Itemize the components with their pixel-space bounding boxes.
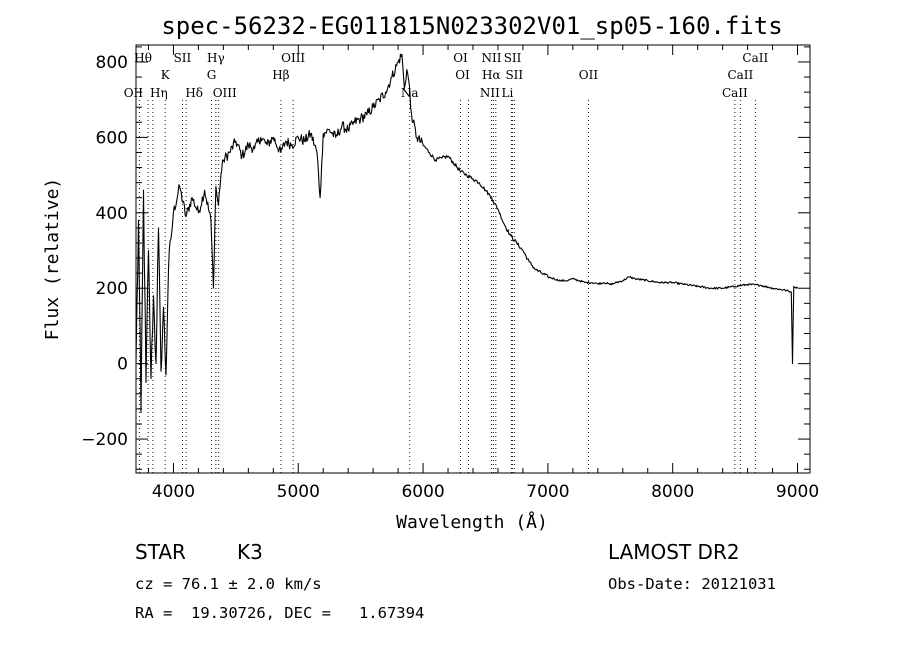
x-tick-label: 6000	[401, 482, 444, 502]
x-axis-label: Wavelength (Å)	[396, 511, 548, 533]
y-tick-label: 400	[96, 204, 128, 224]
plot-frame	[135, 44, 811, 474]
line-marker-label: NII	[480, 86, 500, 100]
survey-name: LAMOST DR2	[608, 540, 740, 564]
line-marker-label: SII	[174, 51, 192, 65]
line-marker-label: OIII	[281, 51, 305, 65]
redshift-velocity: cz = 76.1 ± 2.0 km/s	[135, 575, 322, 593]
axis-ticks: 4000 5000 6000 7000 8000 9000 −200 0 200 400 600 80…	[81, 45, 819, 502]
spectrum-line	[135, 53, 798, 414]
line-marker-label: Hα	[482, 68, 501, 82]
line-marker-label: CaII	[722, 86, 748, 100]
line-marker-label: OII	[124, 86, 144, 100]
object-class: STAR	[135, 540, 186, 564]
line-marker-label: SII	[505, 68, 523, 82]
x-tick-label: 4000	[152, 482, 195, 502]
line-marker-label: Hβ	[272, 68, 289, 82]
line-marker-label: K	[161, 68, 171, 82]
line-marker-label: Hη	[150, 86, 168, 100]
x-tick-label: 5000	[277, 482, 320, 502]
chart-title: spec-56232-EG011815N023302V01_sp05-160.f…	[161, 12, 782, 40]
x-tick-label: 7000	[526, 482, 569, 502]
line-marker-label: NII	[481, 51, 501, 65]
object-subclass: K3	[237, 540, 263, 564]
line-marker-label: G	[207, 68, 217, 82]
y-tick-label: 0	[117, 355, 128, 375]
y-tick-label: −200	[81, 430, 128, 450]
y-tick-label: 600	[96, 128, 128, 148]
coordinates: RA = 19.30726, DEC = 1.67394	[135, 604, 425, 622]
y-axis-label: Flux (relative)	[42, 178, 63, 341]
line-marker-label: SII	[504, 51, 522, 65]
line-marker-label: OIII	[213, 86, 237, 100]
line-marker-label: CaII	[742, 51, 768, 65]
line-marker-label: OI	[455, 68, 470, 82]
y-tick-label: 800	[96, 53, 128, 73]
line-marker-label: OI	[453, 51, 468, 65]
line-marker-label: Hδ	[185, 86, 203, 100]
x-tick-label: 9000	[776, 482, 819, 502]
x-tick-label: 8000	[651, 482, 694, 502]
line-marker-label: Hθ	[134, 51, 152, 65]
line-marker-label: OII	[579, 68, 599, 82]
line-marker-label: Li	[502, 86, 514, 100]
observation-date: Obs-Date: 20121031	[608, 575, 776, 593]
y-tick-label: 200	[96, 279, 128, 299]
line-marker-label: Hγ	[207, 51, 225, 65]
line-marker-label: CaII	[727, 68, 753, 82]
